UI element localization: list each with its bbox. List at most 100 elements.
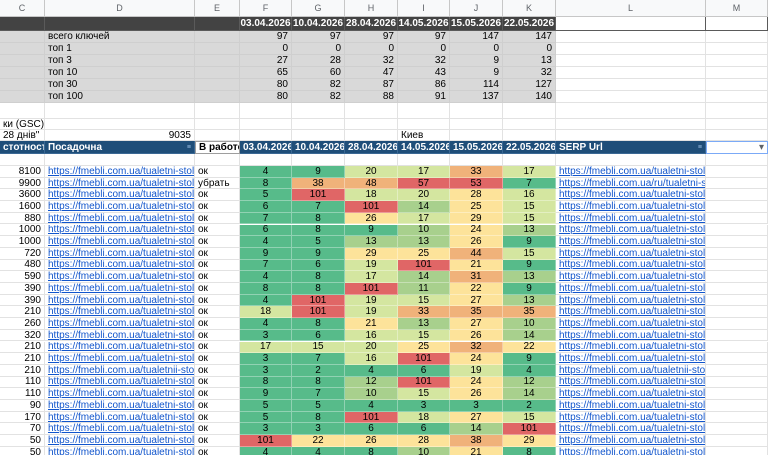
landing-url-link[interactable]: https://fmebli.com.ua/tualetni-stoliki (48, 400, 195, 411)
position-cell[interactable]: 101 (292, 189, 345, 202)
summary-value[interactable]: 32 (503, 67, 556, 79)
landing-url-link[interactable]: https://fmebli.com.ua/tualetni-stoliki (48, 411, 195, 423)
summary-value[interactable]: 28 (292, 55, 345, 67)
position-cell[interactable]: 3 (240, 329, 292, 342)
serp-url-cell[interactable]: https://fmebli.com.ua/tualetni-stoliki (556, 283, 706, 295)
serp-url-link[interactable]: https://fmebli.com.ua/tualetni-stoliki (559, 446, 706, 455)
position-cell[interactable]: 35 (503, 306, 556, 319)
summary-value[interactable]: 9 (450, 55, 503, 67)
frequency-cell[interactable]: 1000 (0, 236, 45, 248)
serp-url-link[interactable]: https://fmebli.com.ua/tualetni-stoliki (559, 271, 706, 283)
position-cell[interactable]: 101 (345, 283, 398, 295)
landing-url-cell[interactable]: https://fmebli.com.ua/tualetni-stoliki (45, 283, 195, 295)
position-cell[interactable]: 13 (503, 294, 556, 307)
position-cell[interactable]: 19 (345, 259, 398, 272)
position-cell[interactable]: 6 (398, 423, 450, 436)
position-cell[interactable]: 8 (292, 212, 345, 225)
landing-url-cell[interactable]: https://fmebli.com.ua/tualetni-stoliki (45, 423, 195, 436)
summary-value[interactable]: 140 (503, 91, 556, 103)
position-cell[interactable]: 57 (398, 177, 450, 190)
position-cell[interactable]: 22 (292, 435, 345, 447)
landing-url-link[interactable]: https://fmebli.com.ua/tualetni-stoliki (48, 329, 195, 341)
position-cell[interactable]: 12 (503, 376, 556, 389)
status-cell[interactable]: ок (195, 201, 240, 213)
status-cell[interactable]: ок (195, 294, 240, 307)
landing-url-cell[interactable]: https://fmebli.com.ua/tualetni-stoliki (45, 212, 195, 225)
position-cell[interactable]: 25 (398, 247, 450, 260)
serp-url-link[interactable]: https://fmebli.com.ua/tualetni-stoliki (559, 166, 706, 177)
position-cell[interactable]: 3 (450, 400, 503, 412)
position-cell[interactable]: 8 (503, 446, 556, 455)
position-cell[interactable]: 13 (503, 224, 556, 237)
status-cell[interactable]: убрать (195, 177, 240, 190)
position-cell[interactable]: 13 (398, 318, 450, 330)
frequency-header[interactable]: стотность≡ (0, 141, 45, 154)
landing-url-link[interactable]: https://fmebli.com.ua/tualetni-stoliki (48, 435, 195, 446)
column-letter-m[interactable]: M (706, 0, 768, 17)
serp-url-link[interactable]: https://fmebli.com.ua/tualetni-stoliki (559, 247, 706, 259)
column-letter-k[interactable]: K (503, 0, 556, 17)
position-cell[interactable]: 8 (292, 318, 345, 330)
serp-url-link[interactable]: https://fmebli.com.ua/tualetni-stoliki (559, 353, 706, 365)
position-cell[interactable]: 25 (398, 341, 450, 354)
serp-url-cell[interactable]: https://fmebli.com.ua/ru/tualetni-stolik… (556, 177, 706, 190)
summary-value[interactable]: 0 (450, 43, 503, 55)
landing-url-link[interactable]: https://fmebli.com.ua/tualetnii-stolik (48, 364, 195, 376)
position-cell[interactable]: 21 (450, 446, 503, 455)
landing-url-cell[interactable]: https://fmebli.com.ua/tualetni-stoliki (45, 306, 195, 319)
column-letter-l[interactable]: L (556, 0, 706, 17)
summary-value[interactable]: 0 (503, 43, 556, 55)
position-cell[interactable]: 44 (450, 247, 503, 260)
position-cell[interactable]: 19 (450, 364, 503, 377)
filter-icon[interactable]: ≡ (186, 143, 191, 151)
summary-value[interactable]: 97 (398, 31, 450, 43)
landing-url-link[interactable]: https://fmebli.com.ua/tualetni-stoliki (48, 212, 195, 224)
position-cell[interactable]: 10 (345, 388, 398, 400)
status-cell[interactable]: ок (195, 259, 240, 272)
position-cell[interactable]: 8 (240, 177, 292, 190)
summary-value[interactable]: 87 (345, 79, 398, 91)
position-cell[interactable]: 48 (345, 177, 398, 190)
date-header[interactable]: 14.05.2026 (398, 17, 450, 31)
landing-url-link[interactable]: https://fmebli.com.ua/tualetni-stoliki (48, 423, 195, 435)
landing-url-cell[interactable]: https://fmebli.com.ua/tualetni-stoliki (45, 177, 195, 190)
landing-url-cell[interactable]: https://fmebli.com.ua/tualetni-stoliki (45, 353, 195, 365)
position-cell[interactable]: 14 (503, 329, 556, 342)
serp-url-cell[interactable]: https://fmebli.com.ua/tualetni-stoliki (556, 329, 706, 342)
status-cell[interactable]: ок (195, 271, 240, 283)
position-cell[interactable]: 9 (240, 247, 292, 260)
serp-url-cell[interactable]: https://fmebli.com.ua/tualetni-stoliki (556, 423, 706, 436)
position-cell[interactable]: 27 (450, 411, 503, 424)
landing-url-link[interactable]: https://fmebli.com.ua/tualetni-stoliki (48, 259, 195, 271)
landing-url-link[interactable]: https://fmebli.com.ua/tualetni-stoliki (48, 166, 195, 177)
position-cell[interactable]: 9 (503, 353, 556, 365)
frequency-cell[interactable]: 720 (0, 247, 45, 260)
position-cell[interactable]: 16 (345, 353, 398, 365)
position-cell[interactable]: 13 (503, 271, 556, 283)
status-cell[interactable]: ок (195, 329, 240, 342)
position-cell[interactable]: 16 (345, 329, 398, 342)
frequency-cell[interactable]: 50 (0, 435, 45, 447)
serp-url-cell[interactable]: https://fmebli.com.ua/tualetni-stoliki (556, 259, 706, 272)
frequency-cell[interactable]: 320 (0, 329, 45, 342)
date-filter-header[interactable]: 15.05.2026≡ (450, 141, 503, 154)
frequency-cell[interactable]: 170 (0, 411, 45, 424)
status-cell[interactable]: ок (195, 247, 240, 260)
position-cell[interactable]: 3 (292, 423, 345, 436)
serp-url-cell[interactable]: https://fmebli.com.ua/tualetni-stoliki (556, 306, 706, 319)
frequency-cell[interactable]: 50 (0, 446, 45, 455)
landing-url-link[interactable]: https://fmebli.com.ua/tualetni-stoliki (48, 236, 195, 248)
position-cell[interactable]: 8 (292, 271, 345, 283)
serp-url-link[interactable]: https://fmebli.com.ua/ru/tualetni-stolik… (559, 177, 706, 189)
in-work-header[interactable]: В работе▼ (195, 141, 240, 154)
status-cell[interactable]: ок (195, 364, 240, 377)
column-letter-f[interactable]: F (240, 0, 292, 17)
position-cell[interactable]: 7 (292, 353, 345, 365)
position-cell[interactable]: 20 (398, 189, 450, 202)
position-cell[interactable]: 101 (398, 259, 450, 272)
position-cell[interactable]: 101 (398, 353, 450, 365)
position-cell[interactable]: 6 (345, 423, 398, 436)
gsc-total-value[interactable]: 9035 (45, 130, 195, 141)
serp-url-cell[interactable]: https://fmebli.com.ua/tualetni-stoliki (556, 353, 706, 365)
position-cell[interactable]: 17 (240, 341, 292, 354)
